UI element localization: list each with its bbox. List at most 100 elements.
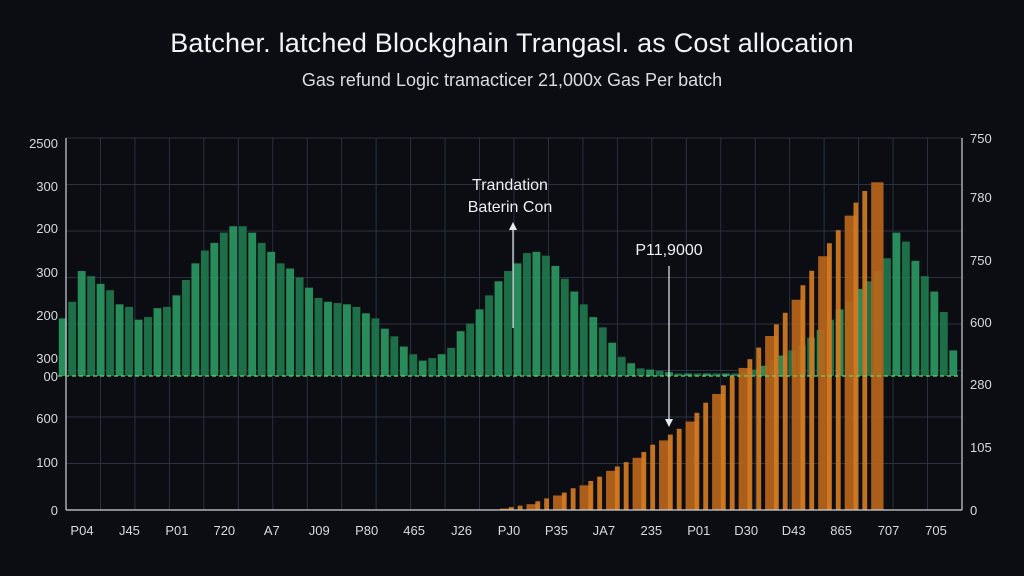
green-bar (485, 295, 493, 376)
green-bar (778, 355, 787, 376)
green-bar (655, 370, 664, 376)
orange-bar (667, 434, 673, 510)
annotation-label: Baterin Con (468, 199, 553, 216)
green-bar (418, 360, 427, 376)
green-bar (87, 276, 96, 376)
green-bar (712, 373, 721, 376)
left-axis-tick-label: 300 (36, 351, 58, 366)
orange-bar (720, 385, 726, 510)
right-axis-tick-label: 750 (970, 253, 992, 268)
orange-bar (773, 324, 779, 510)
green-bar (380, 328, 389, 376)
right-axis-tick-label: 780 (970, 190, 992, 205)
green-bar (447, 347, 456, 376)
right-axis-ticks: 750 780 750 600 280 105 0 (970, 131, 992, 518)
green-bar (703, 373, 711, 376)
orange-bar (756, 347, 762, 510)
green-bar (238, 226, 247, 376)
orange-bar (835, 230, 841, 510)
annotation-label: P11,9000 (635, 242, 702, 259)
orange-bar (862, 191, 868, 510)
green-bar (551, 265, 560, 376)
right-axis-tick-label: 0 (970, 503, 977, 518)
green-bar (276, 263, 285, 376)
green-bar (466, 323, 475, 376)
green-bar (191, 263, 200, 376)
green-bar (229, 226, 238, 376)
orange-bar (676, 428, 682, 510)
left-axis-tick-label: 0 (51, 503, 58, 518)
green-bar (541, 255, 550, 376)
x-axis-tick-label: J09 (309, 523, 330, 538)
left-axis-tick-label: 2500 (29, 136, 58, 151)
green-bar (324, 301, 332, 376)
orange-bar (694, 412, 700, 510)
green-bar (58, 318, 67, 376)
orange-bar (800, 285, 806, 510)
green-bar (267, 251, 276, 376)
green-bar (371, 318, 380, 376)
green-bar (390, 336, 399, 376)
green-bar (475, 309, 484, 376)
green-bar (106, 290, 115, 376)
x-axis-tick-label: JA7 (593, 523, 615, 538)
green-bar (939, 312, 948, 376)
orange-bar (641, 452, 647, 510)
green-bar (570, 291, 579, 376)
orange-bar (561, 492, 567, 510)
right-axis-tick-label: 600 (970, 315, 992, 330)
x-axis-tick-label: 705 (925, 523, 947, 538)
green-bar (333, 303, 342, 376)
green-bar (437, 354, 446, 376)
green-bar (731, 373, 740, 376)
x-axis-tick-label: D43 (782, 523, 806, 538)
green-bar (314, 297, 323, 376)
green-bar (930, 291, 939, 376)
x-axis-tick-label: P35 (545, 523, 568, 538)
annotation-arrowhead (665, 419, 673, 427)
orange-bar (588, 481, 594, 510)
green-bar (759, 365, 768, 376)
green-bar (305, 287, 313, 376)
green-bar (532, 251, 541, 376)
green-bar (96, 283, 105, 376)
orange-bar (535, 501, 541, 510)
green-bar (125, 306, 133, 376)
orange-bar (729, 376, 735, 510)
green-bar (352, 306, 361, 376)
green-bar (617, 356, 626, 376)
right-axis-tick-label: 280 (970, 377, 992, 392)
green-bar (513, 263, 522, 376)
green-bar (864, 281, 872, 376)
green-bar (494, 281, 503, 376)
green-bar (257, 242, 266, 376)
left-axis-ticks: 2500 300 200 300 200 300 00 600 100 0 (29, 136, 58, 518)
x-axis-tick-label: D30 (734, 523, 758, 538)
orange-bar (614, 466, 620, 510)
green-bar (911, 260, 920, 376)
green-bar (892, 232, 901, 376)
green-bar (210, 242, 219, 376)
green-bar (636, 368, 645, 376)
orange-bar (500, 508, 513, 510)
green-bar (181, 280, 190, 376)
x-axis-tick-label: 465 (403, 523, 425, 538)
green-bar (949, 350, 958, 376)
green-bar (598, 327, 607, 376)
green-bar (579, 304, 588, 376)
green-bar (589, 317, 598, 376)
green-bar (854, 288, 863, 376)
x-axis-tick-label: P01 (165, 523, 188, 538)
green-bar (163, 306, 171, 376)
green-bar (608, 342, 617, 376)
orange-bar (517, 505, 523, 510)
green-bar (750, 369, 759, 376)
x-axis-tick-label: A7 (264, 523, 280, 538)
x-axis-tick-label: P01 (687, 523, 710, 538)
x-axis-tick-label: J45 (119, 523, 140, 538)
x-axis-tick-label: J26 (451, 523, 472, 538)
orange-bar (703, 402, 709, 510)
green-bar (523, 253, 531, 376)
left-axis-tick-label: 600 (36, 411, 58, 426)
orange-bar (782, 312, 788, 510)
